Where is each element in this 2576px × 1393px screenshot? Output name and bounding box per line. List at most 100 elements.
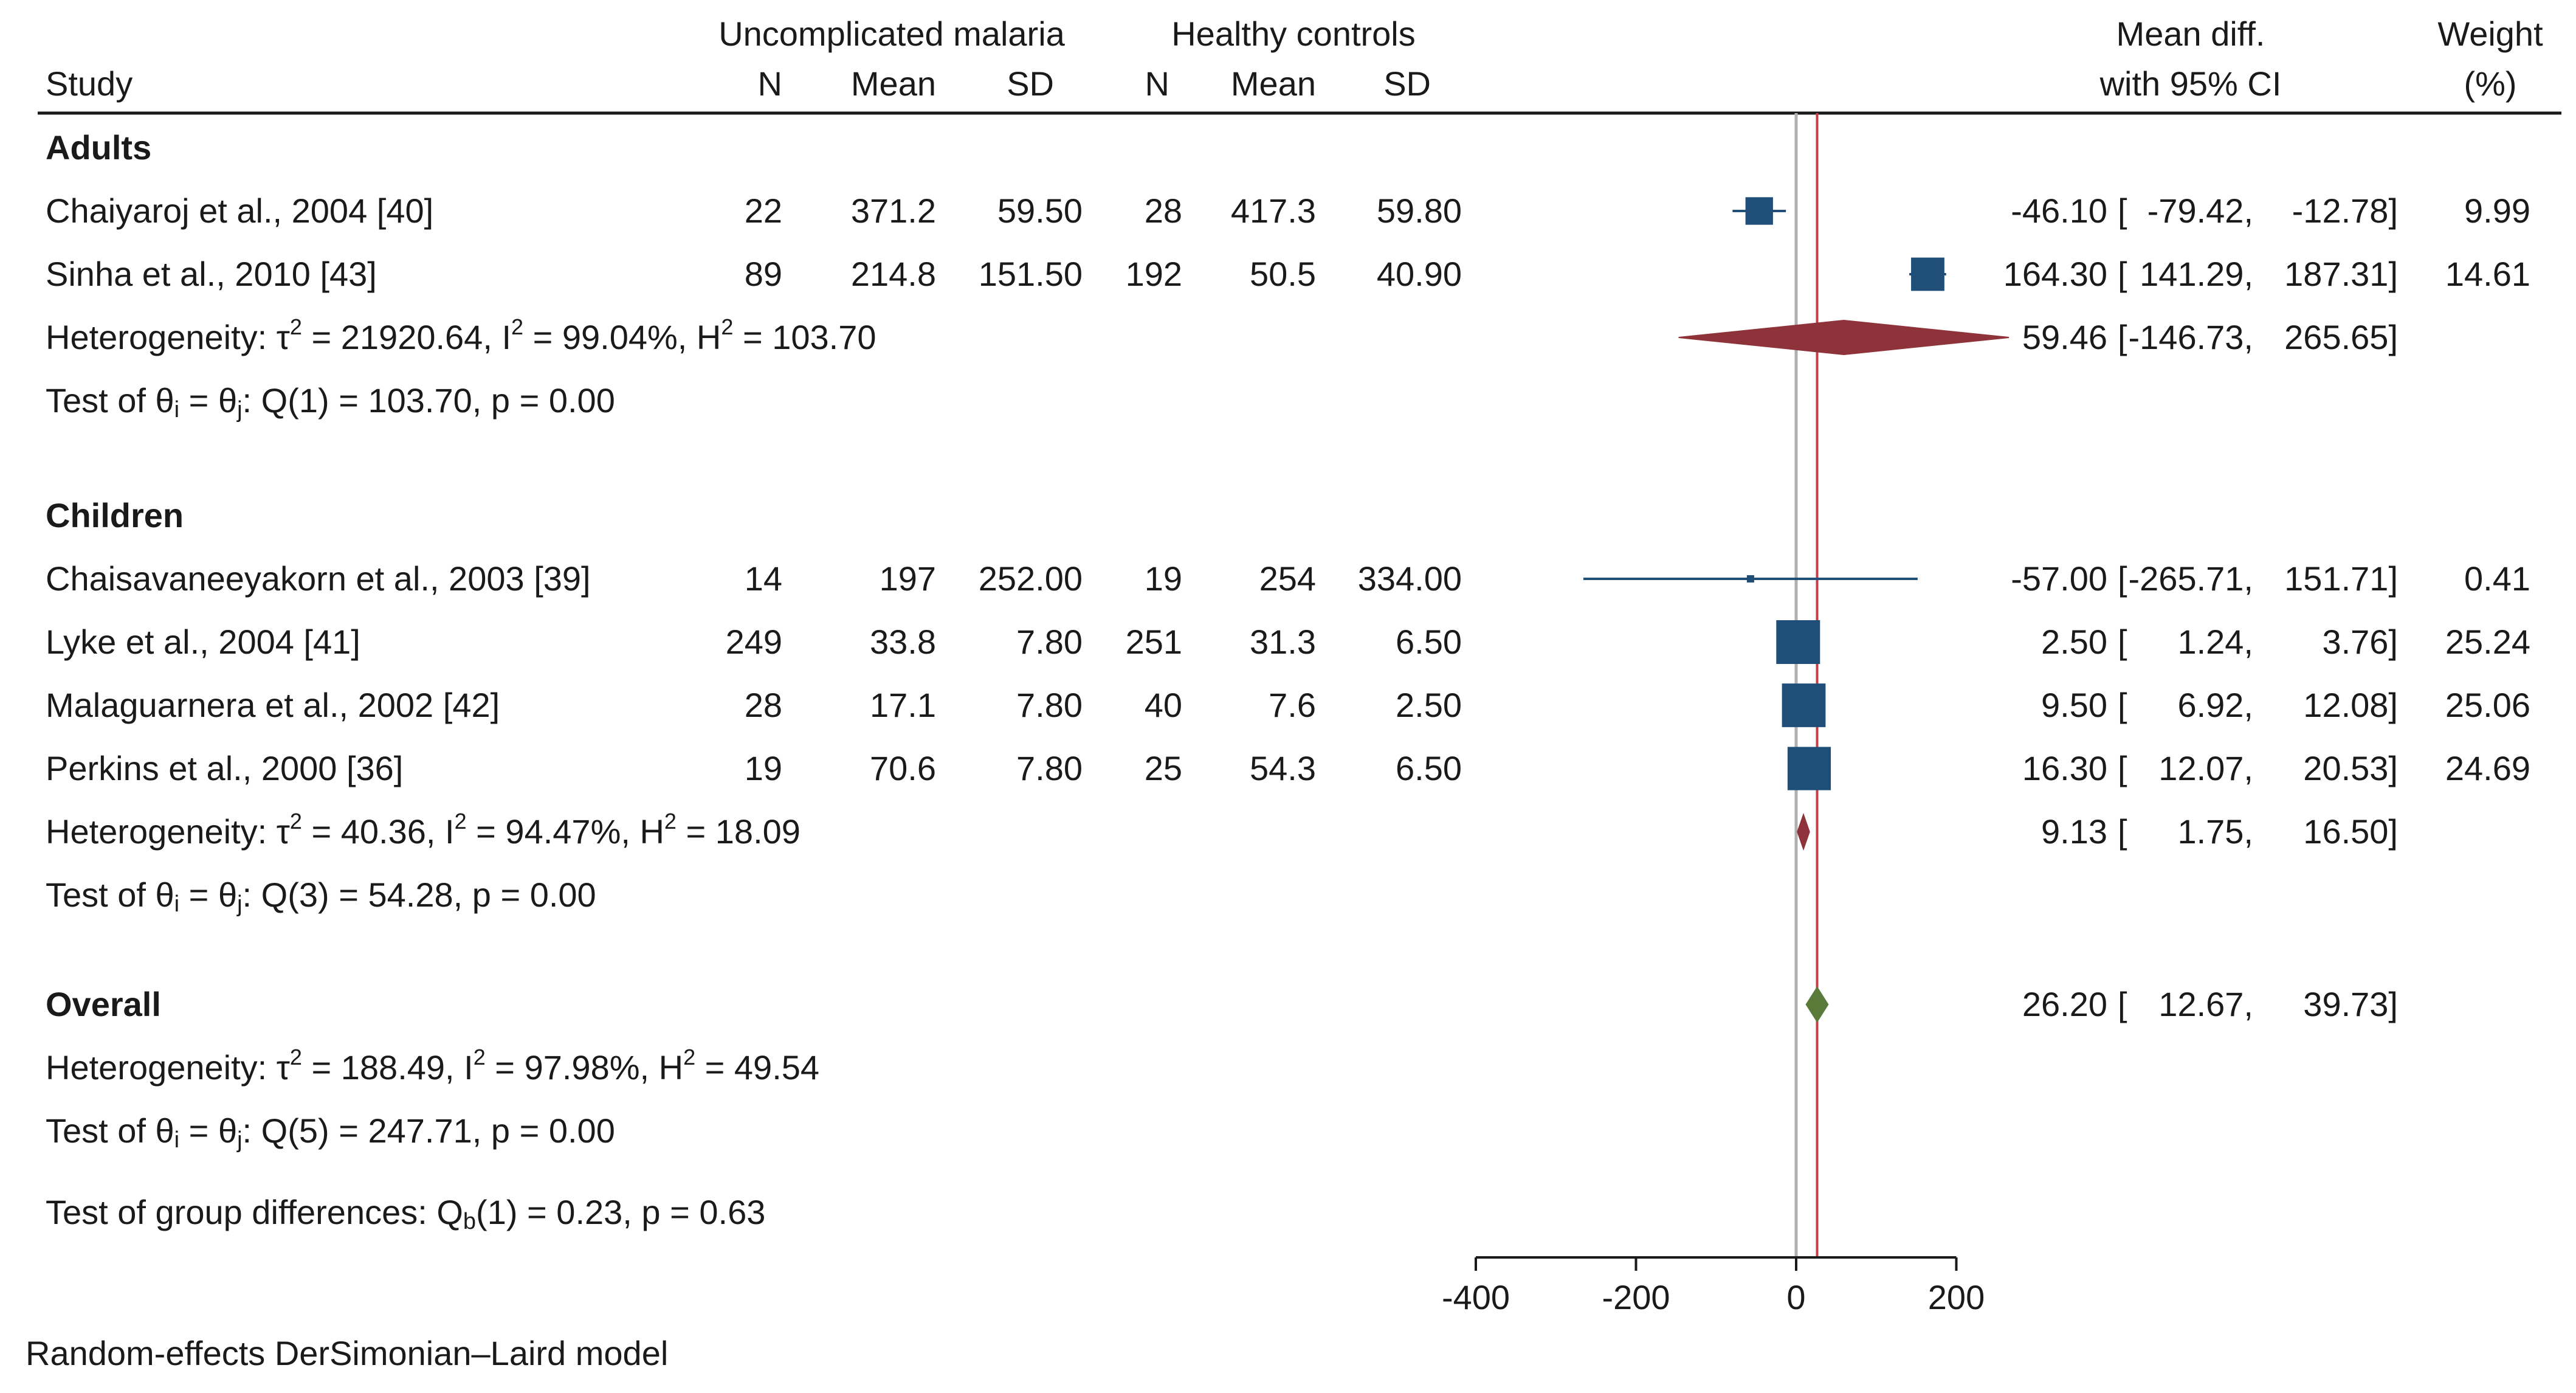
- study-1-1-n2: 28: [1145, 192, 1182, 230]
- study-2-1-weight: 0.41: [2464, 559, 2530, 598]
- study-2-4-mean1: 70.6: [870, 749, 936, 787]
- group-2-heterogeneity-tau-val: = 40.36, I: [302, 812, 455, 851]
- group-1-heterogeneity-h-val: = 103.70: [733, 318, 876, 356]
- group-1-test-sub-i: i: [174, 397, 179, 423]
- group-1-pooled-md: 59.46: [2022, 318, 2107, 356]
- group-2-pooled-md: 9.13: [2041, 812, 2107, 851]
- study-1-1-weight: 9.99: [2464, 192, 2530, 230]
- group-2-test: Test of θi = θj: Q(3) = 54.28, p = 0.00: [46, 876, 596, 917]
- header-effect-label-2: with 95% CI: [2099, 64, 2282, 103]
- study-2-1-hi: 151.71]: [2284, 559, 2398, 598]
- overall-bracket: [: [2118, 985, 2127, 1023]
- study-2-1-marker: [1746, 575, 1754, 582]
- overall-heterogeneity: Heterogeneity: τ2 = 188.49, I2 = 97.98%,…: [46, 1045, 819, 1087]
- study-2-2-label: Lyke et al., 2004 [41]: [46, 623, 360, 661]
- header-mean1: Mean: [851, 64, 936, 103]
- group-2-test-prefix: Test of θ: [46, 876, 174, 914]
- group-1-heterogeneity-i-val: = 99.04%, H: [523, 318, 721, 356]
- study-2-4-marker: [1787, 747, 1831, 790]
- x-tick-label-3: 0: [1786, 1278, 1805, 1316]
- study-1-1-hi: -12.78]: [2292, 192, 2398, 230]
- study-2-1-lo: -265.71,: [2129, 559, 2254, 598]
- group-title-2: Children: [46, 496, 184, 534]
- study-2-4-bracket: [: [2118, 749, 2127, 787]
- group-differences-test: Test of group differences: Qb(1) = 0.23,…: [46, 1193, 765, 1234]
- study-2-3-marker: [1782, 683, 1826, 727]
- study-1-1-marker: [1745, 197, 1773, 225]
- study-2-3-n1: 28: [745, 686, 782, 724]
- group-diff-rest: (1) = 0.23, p = 0.63: [476, 1193, 765, 1231]
- group-1-heterogeneity-tau-sup: 2: [290, 314, 302, 339]
- study-1-1-mean2: 417.3: [1231, 192, 1316, 230]
- study-2-1-sd1: 252.00: [979, 559, 1083, 598]
- study-2-3-mean2: 7.6: [1269, 686, 1316, 724]
- group-1-heterogeneity-tau-val: = 21920.64, I: [302, 318, 511, 356]
- study-1-1-lo: -79.42,: [2147, 192, 2253, 230]
- header-n2: N: [1145, 64, 1169, 103]
- group-2-test-mid: = θ: [179, 876, 237, 914]
- group-2-heterogeneity-i-sup: 2: [455, 809, 467, 834]
- study-2-2-hi: 3.76]: [2322, 623, 2398, 661]
- study-2-3-weight: 25.06: [2445, 686, 2530, 724]
- study-2-2-weight: 25.24: [2445, 623, 2530, 661]
- overall-test-mid: = θ: [179, 1111, 237, 1150]
- study-2-1-sd2: 334.00: [1358, 559, 1462, 598]
- study-2-2-mean1: 33.8: [870, 623, 936, 661]
- group-2-pooled-bracket: [: [2118, 812, 2127, 851]
- study-2-4-lo: 12.07,: [2158, 749, 2253, 787]
- group-1-heterogeneity-i-sup: 2: [511, 314, 523, 339]
- group-2-heterogeneity-h-val: = 18.09: [677, 812, 801, 851]
- overall-title: Overall: [46, 985, 161, 1023]
- study-2-4-mean2: 54.3: [1250, 749, 1316, 787]
- group-1-heterogeneity-prefix: Heterogeneity: τ: [46, 318, 290, 356]
- group-2-test-sub-j: j: [236, 891, 242, 917]
- group-1-test-sub-j: j: [236, 397, 242, 423]
- header-group2-label: Healthy controls: [1171, 15, 1416, 53]
- header-group1-label: Uncomplicated malaria: [718, 15, 1065, 53]
- study-1-1-label: Chaiyaroj et al., 2004 [40]: [46, 192, 433, 230]
- study-2-2-sd2: 6.50: [1396, 623, 1462, 661]
- group-1-heterogeneity: Heterogeneity: τ2 = 21920.64, I2 = 99.04…: [46, 314, 876, 356]
- group-1-test-rest: : Q(1) = 103.70, p = 0.00: [243, 381, 615, 420]
- study-2-3-mean1: 17.1: [870, 686, 936, 724]
- group-2-test-sub-i: i: [174, 891, 179, 917]
- header-effect-label-1: Mean diff.: [2116, 15, 2265, 53]
- study-2-4-weight: 24.69: [2445, 749, 2530, 787]
- group-2-heterogeneity-h-sup: 2: [664, 809, 677, 834]
- study-2-3-lo: 6.92,: [2177, 686, 2253, 724]
- study-1-2-n1: 89: [745, 255, 782, 293]
- study-2-1-md: -57.00: [2011, 559, 2107, 598]
- study-2-2-lo: 1.24,: [2177, 623, 2253, 661]
- overall-heterogeneity-i-val: = 97.98%, H: [486, 1048, 683, 1087]
- overall-heterogeneity-h-sup: 2: [683, 1045, 695, 1070]
- group-2-test-rest: : Q(3) = 54.28, p = 0.00: [243, 876, 596, 914]
- study-2-4-sd2: 6.50: [1396, 749, 1462, 787]
- overall-lo: 12.67,: [2158, 985, 2253, 1023]
- overall-heterogeneity-i-sup: 2: [474, 1045, 486, 1070]
- group-1-pooled-hi: 265.65]: [2284, 318, 2398, 356]
- group-1-test-prefix: Test of θ: [46, 381, 174, 420]
- study-1-1-mean1: 371.2: [851, 192, 936, 230]
- x-tick-label-2: -200: [1602, 1278, 1670, 1316]
- overall-heterogeneity-h-val: = 49.54: [695, 1048, 819, 1087]
- study-2-3-md: 9.50: [2041, 686, 2107, 724]
- x-axis: -400 -200 0 200: [1442, 1256, 1985, 1316]
- overall-md: 26.20: [2022, 985, 2107, 1023]
- study-2-1-mean2: 254: [1259, 559, 1316, 598]
- study-2-1-label: Chaisavaneeyakorn et al., 2003 [39]: [46, 559, 591, 598]
- overall-test-rest: : Q(5) = 247.71, p = 0.00: [243, 1111, 615, 1150]
- overall-test-sub-j: j: [236, 1127, 242, 1153]
- study-1-2-hi: 187.31]: [2284, 255, 2398, 293]
- overall-test-sub-i: i: [174, 1127, 179, 1153]
- study-1-2-mean2: 50.5: [1250, 255, 1316, 293]
- study-1-1-sd1: 59.50: [997, 192, 1083, 230]
- study-1-1-sd2: 59.80: [1377, 192, 1462, 230]
- group-diff-prefix: Test of group differences: Q: [46, 1193, 463, 1231]
- study-2-4-n1: 19: [745, 749, 782, 787]
- overall-heterogeneity-tau-sup: 2: [290, 1045, 302, 1070]
- study-2-1-bracket: [: [2118, 559, 2127, 598]
- group-1-test-mid: = θ: [179, 381, 237, 420]
- study-2-3-hi: 12.08]: [2303, 686, 2398, 724]
